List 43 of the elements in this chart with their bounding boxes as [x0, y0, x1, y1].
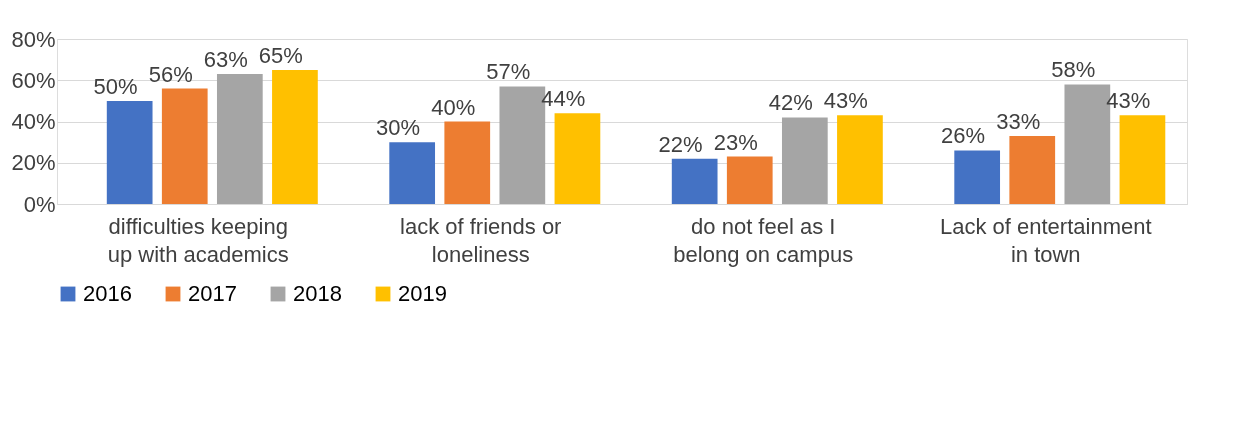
bar — [1119, 115, 1166, 204]
data-label: 63% — [203, 47, 248, 73]
legend-label: 2019 — [398, 281, 447, 306]
bar — [671, 158, 718, 204]
y-tick-label: 0% — [23, 191, 56, 217]
x-tick-label: difficulties keeping up with academics — [107, 213, 289, 267]
legend-label: 2016 — [83, 281, 132, 306]
y-tick-label: 40% — [11, 109, 56, 134]
bar — [554, 113, 601, 204]
x-tick-label: Lack of entertainment in town — [939, 213, 1152, 267]
data-label: 50% — [93, 73, 138, 99]
y-tick-label: 80% — [11, 26, 56, 52]
bar — [216, 74, 263, 204]
y-tick-label: 60% — [11, 67, 56, 93]
data-label: 30% — [376, 115, 421, 141]
x-tick-label: lack of friends or loneliness — [400, 213, 562, 267]
y-tick-label: 20% — [11, 150, 56, 176]
bar — [272, 69, 318, 204]
bar — [837, 115, 883, 204]
data-label: 43% — [823, 88, 868, 114]
data-label: 40% — [431, 94, 476, 120]
data-label: 23% — [713, 129, 758, 155]
data-label: 56% — [148, 61, 193, 87]
x-tick-label: do not feel as I belong on campus — [673, 213, 854, 267]
bar — [781, 117, 828, 204]
data-label: 43% — [1106, 88, 1151, 114]
bar — [726, 156, 773, 204]
legend-label: 2017 — [188, 281, 237, 306]
bar — [106, 100, 153, 204]
bar — [954, 150, 1001, 204]
data-label: 22% — [658, 131, 703, 157]
data-label: 58% — [1051, 57, 1096, 83]
bar — [444, 121, 491, 204]
data-label: 33% — [996, 108, 1041, 134]
bar — [389, 142, 436, 204]
data-label: 65% — [258, 42, 303, 68]
data-label: 42% — [768, 90, 813, 116]
data-label: 57% — [486, 59, 531, 85]
data-label: 26% — [941, 123, 986, 149]
bar — [1009, 135, 1056, 204]
legend-label: 2018 — [293, 281, 342, 306]
bar — [161, 88, 208, 204]
data-label: 44% — [541, 86, 586, 112]
